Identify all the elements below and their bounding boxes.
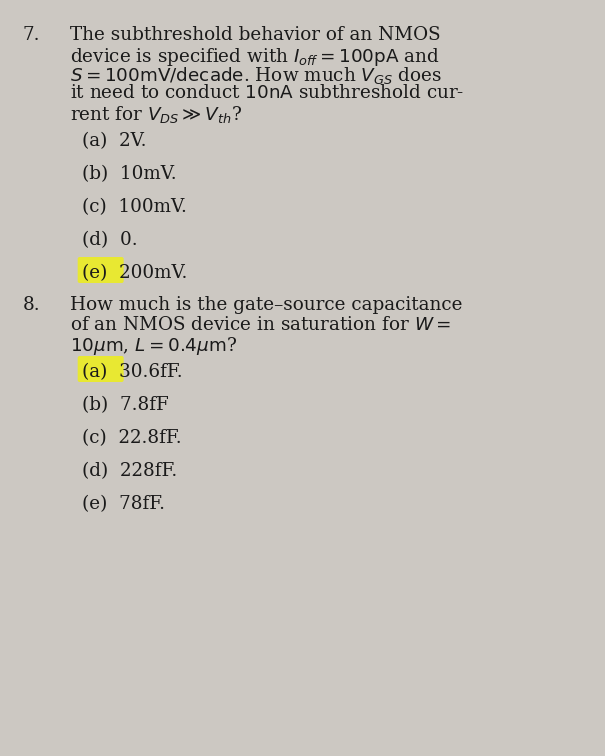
Text: (a)  2V.: (a) 2V. xyxy=(82,132,146,150)
Text: it need to conduct $10\mathrm{nA}$ subthreshold cur-: it need to conduct $10\mathrm{nA}$ subth… xyxy=(70,85,464,103)
Text: (b)  7.8fF: (b) 7.8fF xyxy=(82,396,168,414)
Text: (b)  10mV.: (b) 10mV. xyxy=(82,165,176,183)
Text: The subthreshold behavior of an NMOS: The subthreshold behavior of an NMOS xyxy=(70,26,440,44)
Text: (c)  22.8fF.: (c) 22.8fF. xyxy=(82,429,182,447)
Text: $10\mu\mathrm{m}$, $L = 0.4\mu\mathrm{m}$?: $10\mu\mathrm{m}$, $L = 0.4\mu\mathrm{m}… xyxy=(70,335,237,357)
Text: 7.: 7. xyxy=(23,26,41,44)
Text: (d)  228fF.: (d) 228fF. xyxy=(82,462,177,480)
FancyBboxPatch shape xyxy=(77,257,123,283)
Text: (e)  78fF.: (e) 78fF. xyxy=(82,495,165,513)
Text: (c)  100mV.: (c) 100mV. xyxy=(82,198,186,216)
Text: How much is the gate–source capacitance: How much is the gate–source capacitance xyxy=(70,296,462,314)
Text: 8.: 8. xyxy=(23,296,41,314)
Text: (d)  0.: (d) 0. xyxy=(82,231,137,249)
Text: $S = 100\mathrm{mV/decade}$. How much $V_{GS}$ does: $S = 100\mathrm{mV/decade}$. How much $V… xyxy=(70,65,442,86)
Text: (e)  200mV.: (e) 200mV. xyxy=(82,264,187,282)
Text: rent for $V_{DS} \gg V_{th}$?: rent for $V_{DS} \gg V_{th}$? xyxy=(70,104,241,125)
Text: (a)  30.6fF.: (a) 30.6fF. xyxy=(82,363,182,381)
Text: of an NMOS device in saturation for $W =$: of an NMOS device in saturation for $W =… xyxy=(70,315,451,333)
FancyBboxPatch shape xyxy=(77,356,123,382)
Text: device is specified with $I_{off} = 100\mathrm{pA}$ and: device is specified with $I_{off} = 100\… xyxy=(70,45,439,67)
